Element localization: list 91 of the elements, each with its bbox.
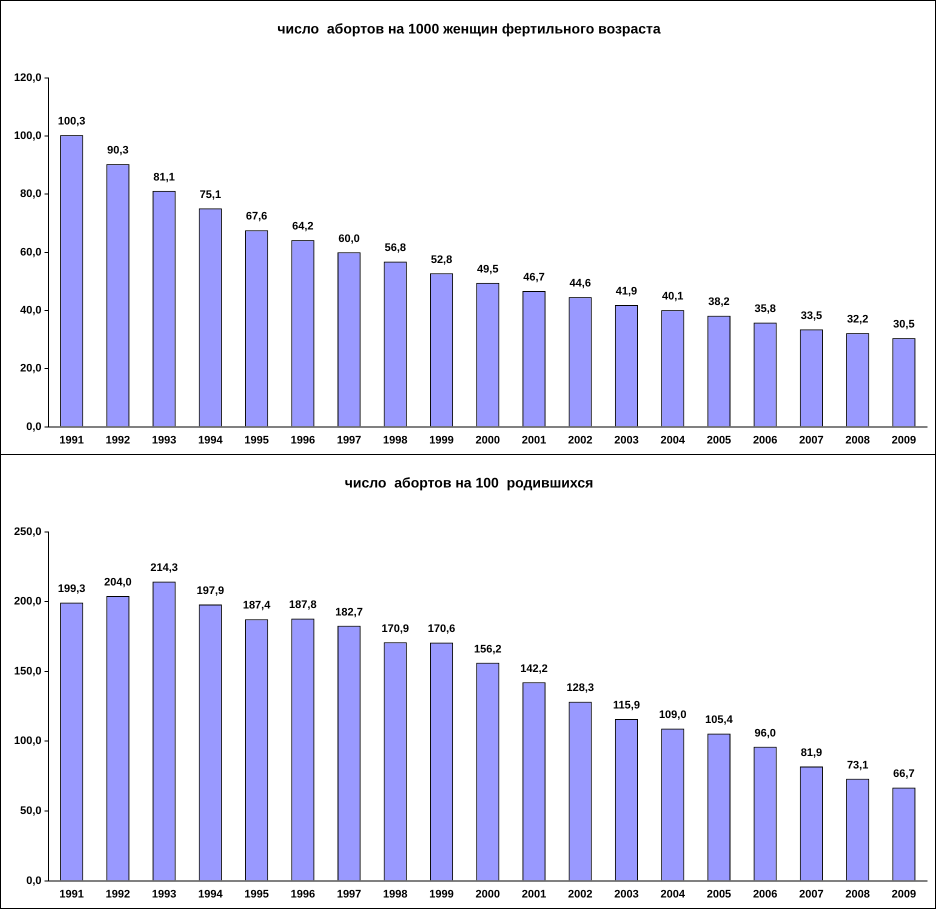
data-label: 115,9 — [613, 700, 640, 712]
data-label: 105,4 — [705, 714, 734, 726]
data-label: 81,9 — [800, 747, 822, 759]
y-tick-label: 150,0 — [14, 665, 42, 678]
data-label: 33,5 — [800, 310, 822, 322]
x-tick-label: 1993 — [152, 434, 176, 446]
x-tick-label: 1999 — [429, 434, 454, 446]
data-label: 52,8 — [430, 254, 452, 266]
data-label: 197,9 — [196, 585, 224, 598]
x-tick-label: 1995 — [244, 888, 269, 900]
x-tick-label: 2002 — [568, 888, 592, 900]
x-tick-label: 1997 — [336, 888, 362, 900]
y-tick-label: 80,0 — [20, 188, 42, 200]
data-label: 204,0 — [104, 576, 132, 589]
data-label: 41,9 — [616, 285, 638, 298]
data-label: 60,0 — [338, 232, 360, 245]
x-tick-label: 2005 — [706, 888, 732, 900]
data-label: 81,1 — [153, 171, 175, 184]
data-label: 44,6 — [570, 278, 591, 290]
x-tick-label: 1992 — [106, 888, 130, 900]
x-tick-label: 1992 — [106, 434, 130, 446]
x-tick-label: 2003 — [614, 434, 639, 446]
data-label: 66,7 — [893, 768, 915, 780]
data-label: 170,6 — [428, 623, 456, 636]
x-tick-label: 2008 — [845, 434, 870, 446]
x-tick-label: 2006 — [752, 888, 778, 900]
y-tick-label: 50,0 — [20, 805, 42, 818]
y-tick-label: 250,0 — [14, 526, 42, 538]
x-tick-label: 2002 — [568, 434, 592, 446]
x-tick-label: 2001 — [522, 888, 546, 900]
x-tick-label: 1994 — [198, 888, 224, 900]
y-tick-label: 40,0 — [20, 304, 42, 316]
x-tick-label: 2007 — [799, 434, 824, 446]
data-label: 109,0 — [658, 709, 686, 722]
y-tick-label: 200,0 — [14, 596, 42, 608]
x-tick-label: 2001 — [522, 434, 546, 446]
x-tick-label: 1997 — [336, 434, 362, 446]
x-tick-label: 2005 — [706, 434, 732, 446]
x-tick-label: 1996 — [290, 888, 316, 900]
x-tick-label: 1994 — [198, 434, 224, 446]
data-label: 40,1 — [662, 290, 684, 303]
data-label: 182,7 — [335, 606, 363, 618]
data-label: 64,2 — [292, 220, 314, 233]
data-label: 128,3 — [566, 682, 594, 694]
y-tick-label: 20,0 — [20, 362, 42, 375]
data-label: 35,8 — [754, 303, 776, 316]
data-label: 170,9 — [382, 622, 410, 635]
data-label: 90,3 — [107, 144, 129, 157]
data-label: 32,2 — [846, 314, 868, 326]
x-tick-label: 1998 — [383, 888, 408, 900]
x-tick-label: 1996 — [290, 434, 316, 446]
data-label: 46,7 — [523, 272, 545, 284]
x-tick-label: 1993 — [152, 888, 176, 900]
data-label: 75,1 — [200, 188, 222, 201]
data-label: 156,2 — [474, 643, 502, 656]
x-tick-label: 2003 — [614, 888, 639, 900]
x-tick-label: 1991 — [59, 434, 84, 446]
x-tick-label: 2004 — [660, 434, 686, 446]
x-tick-label: 2000 — [476, 888, 500, 900]
data-label: 187,8 — [289, 599, 317, 612]
data-label: 100,3 — [58, 116, 86, 128]
data-label: 96,0 — [754, 727, 776, 740]
x-tick-label: 2004 — [660, 888, 686, 900]
data-label: 142,2 — [520, 662, 548, 675]
data-label: 214,3 — [150, 562, 178, 574]
data-label: 38,2 — [708, 296, 730, 308]
x-tick-label: 1991 — [59, 888, 84, 900]
chart-title: число абортов на 100 родившихся — [344, 474, 594, 490]
data-label: 73,1 — [846, 759, 868, 772]
chart-title: число абортов на 1000 женщин фертильного возраста — [277, 20, 661, 36]
data-label: 56,8 — [384, 242, 406, 254]
y-tick-label: 0,0 — [26, 874, 42, 887]
y-tick-label: 100,0 — [14, 130, 42, 142]
x-tick-label: 1995 — [244, 434, 269, 446]
data-label: 199,3 — [58, 583, 86, 596]
data-label: 67,6 — [246, 210, 268, 223]
x-tick-label: 2008 — [845, 888, 870, 900]
x-tick-label: 2009 — [892, 434, 916, 446]
y-tick-label: 60,0 — [20, 246, 42, 258]
data-label: 187,4 — [242, 600, 272, 612]
x-tick-label: 2000 — [476, 434, 500, 446]
x-tick-label: 1999 — [429, 888, 454, 900]
x-tick-label: 2009 — [892, 888, 916, 900]
y-tick-label: 120,0 — [14, 72, 42, 84]
x-tick-label: 1998 — [383, 434, 408, 446]
y-tick-label: 0,0 — [26, 420, 42, 433]
y-tick-label: 100,0 — [14, 735, 42, 748]
x-tick-label: 2006 — [752, 434, 778, 446]
x-tick-label: 2007 — [799, 888, 824, 900]
data-label: 49,5 — [477, 263, 498, 276]
data-label: 30,5 — [893, 318, 915, 331]
